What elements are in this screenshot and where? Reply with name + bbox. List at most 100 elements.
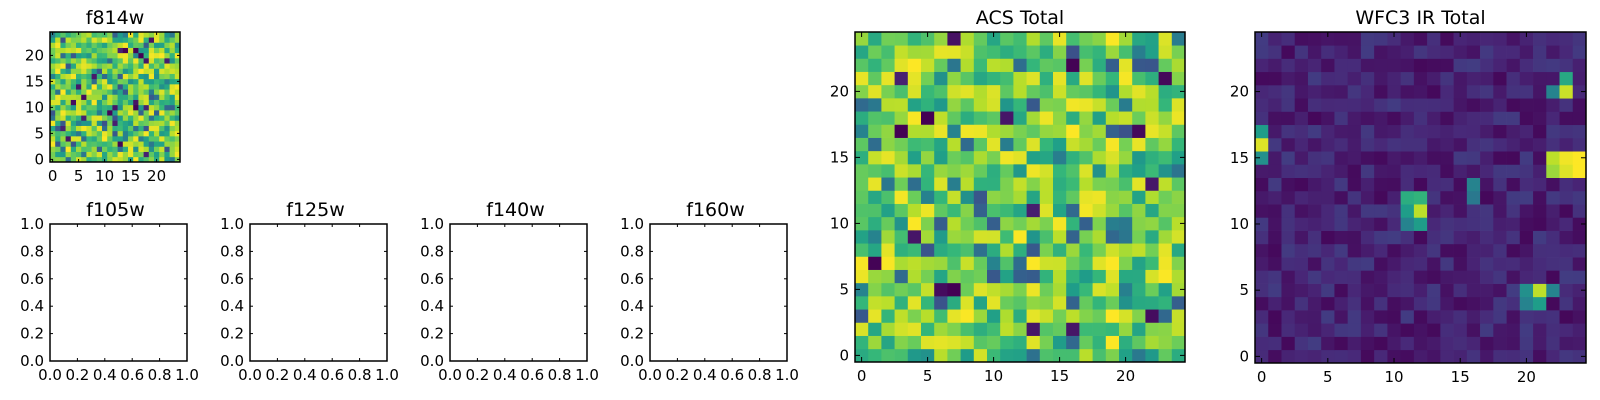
- heatmap-cell: [1440, 164, 1454, 178]
- heatmap-cell: [55, 110, 61, 116]
- heatmap-cell: [60, 63, 66, 69]
- heatmap-cell: [921, 190, 935, 204]
- heatmap-cell: [868, 177, 882, 191]
- heatmap-cell: [1092, 71, 1107, 86]
- heatmap-cell: [60, 68, 66, 74]
- heatmap-cell: [1039, 282, 1054, 297]
- heatmap-cell: [1105, 32, 1120, 46]
- heatmap-cell: [987, 190, 1001, 204]
- heatmap-cell: [55, 151, 61, 158]
- heatmap-cell: [934, 150, 948, 165]
- heatmap-cell: [159, 136, 165, 142]
- heatmap-cell: [1387, 243, 1401, 258]
- heatmap-cell: [50, 58, 56, 64]
- heatmap-cell: [102, 104, 108, 111]
- heatmap-cell: [55, 156, 61, 163]
- heatmap-cell: [70, 120, 77, 126]
- heatmap-cell: [1105, 177, 1120, 191]
- heatmap-cell: [1268, 217, 1282, 231]
- heatmap-cell: [1347, 217, 1362, 231]
- heatmap-cell: [1440, 45, 1454, 59]
- heatmap-cell: [1440, 98, 1454, 112]
- heatmap-cell: [107, 110, 113, 116]
- heatmap-cell: [987, 164, 1001, 178]
- heatmap-cell: [1307, 45, 1322, 59]
- heatmap-cell: [1281, 296, 1296, 311]
- heatmap-cell: [1053, 203, 1067, 218]
- heatmap-cell: [133, 136, 139, 142]
- heatmap-cell: [1493, 217, 1507, 231]
- heatmap-cell: [174, 120, 181, 126]
- heatmap-cell: [1268, 230, 1282, 245]
- heatmap-cell: [1413, 270, 1428, 284]
- y-tick-label: 0.2: [620, 325, 644, 343]
- heatmap-cell: [148, 58, 155, 64]
- heatmap-cell: [76, 52, 82, 59]
- heatmap-cell: [1559, 270, 1574, 284]
- heatmap-cell: [1427, 164, 1441, 178]
- heatmap-cell: [1347, 323, 1362, 337]
- heatmap-cell: [1053, 190, 1067, 204]
- heatmap-cell: [1374, 296, 1388, 311]
- heatmap-cell: [1092, 348, 1107, 363]
- heatmap-cell: [86, 94, 92, 100]
- heatmap-cell: [1294, 230, 1309, 245]
- heatmap-cell: [1171, 98, 1186, 112]
- heatmap-cell: [1013, 150, 1027, 165]
- heatmap-cell: [1480, 230, 1494, 245]
- heatmap-cell: [1413, 58, 1428, 73]
- heatmap-cell: [855, 269, 869, 284]
- heatmap-cell: [947, 177, 961, 191]
- heatmap-cell: [102, 52, 108, 59]
- heatmap-cell: [934, 296, 948, 310]
- heatmap-cell: [1480, 45, 1494, 59]
- heatmap-cell: [1105, 164, 1120, 178]
- heatmap-cell: [96, 68, 103, 74]
- y-tick-label: 0.0: [420, 352, 444, 370]
- heatmap-cell: [855, 98, 869, 112]
- panel-f160w: f160w 0.0 0.2 0.4 0.6 0.8 1.00.00.20.40.60.81…: [620, 199, 799, 384]
- heatmap-cell: [947, 309, 961, 323]
- heatmap-cell: [894, 124, 909, 138]
- heatmap-cell: [70, 32, 77, 38]
- heatmap-cell: [1466, 98, 1481, 112]
- heatmap-cell: [1105, 124, 1120, 138]
- heatmap-cell: [1145, 32, 1159, 46]
- x-tick-label: 5: [1323, 368, 1333, 386]
- heatmap-cell: [1519, 243, 1534, 258]
- heatmap-cell: [960, 150, 975, 165]
- heatmap-cell: [1092, 124, 1107, 138]
- heatmap-cell: [1158, 98, 1173, 112]
- heatmap-cell: [117, 99, 124, 106]
- heatmap-cell: [148, 146, 155, 152]
- panel-title: f105w: [86, 199, 145, 221]
- heatmap-cell: [1321, 310, 1335, 324]
- heatmap-cell: [65, 130, 72, 137]
- heatmap-cell: [1374, 58, 1388, 73]
- heatmap-cell: [117, 32, 124, 38]
- heatmap-cell: [934, 45, 948, 59]
- heatmap-cell: [55, 58, 61, 64]
- heatmap-cell: [138, 37, 144, 43]
- heatmap-cell: [855, 32, 869, 46]
- heatmap-cell: [921, 296, 935, 310]
- heatmap-cell: [1506, 111, 1521, 126]
- heatmap-cell: [112, 115, 118, 121]
- heatmap-cell: [1307, 98, 1322, 112]
- heatmap-cell: [1268, 58, 1282, 73]
- heatmap-cell: [50, 47, 56, 54]
- heatmap-cell: [91, 78, 98, 85]
- heatmap-cell: [1427, 190, 1441, 205]
- heatmap-cell: [1307, 257, 1322, 271]
- heatmap-cell: [1145, 137, 1159, 152]
- heatmap-cell: [1440, 323, 1454, 337]
- heatmap-cell: [50, 89, 56, 95]
- heatmap-cell: [1092, 111, 1107, 125]
- heatmap-cell: [107, 42, 113, 48]
- heatmap-cell: [1572, 45, 1587, 59]
- heatmap-cell: [1347, 230, 1362, 245]
- heatmap-cell: [70, 52, 77, 59]
- heatmap-cell: [1572, 349, 1587, 364]
- heatmap-cell: [881, 296, 895, 310]
- heatmap-cell: [1268, 296, 1282, 311]
